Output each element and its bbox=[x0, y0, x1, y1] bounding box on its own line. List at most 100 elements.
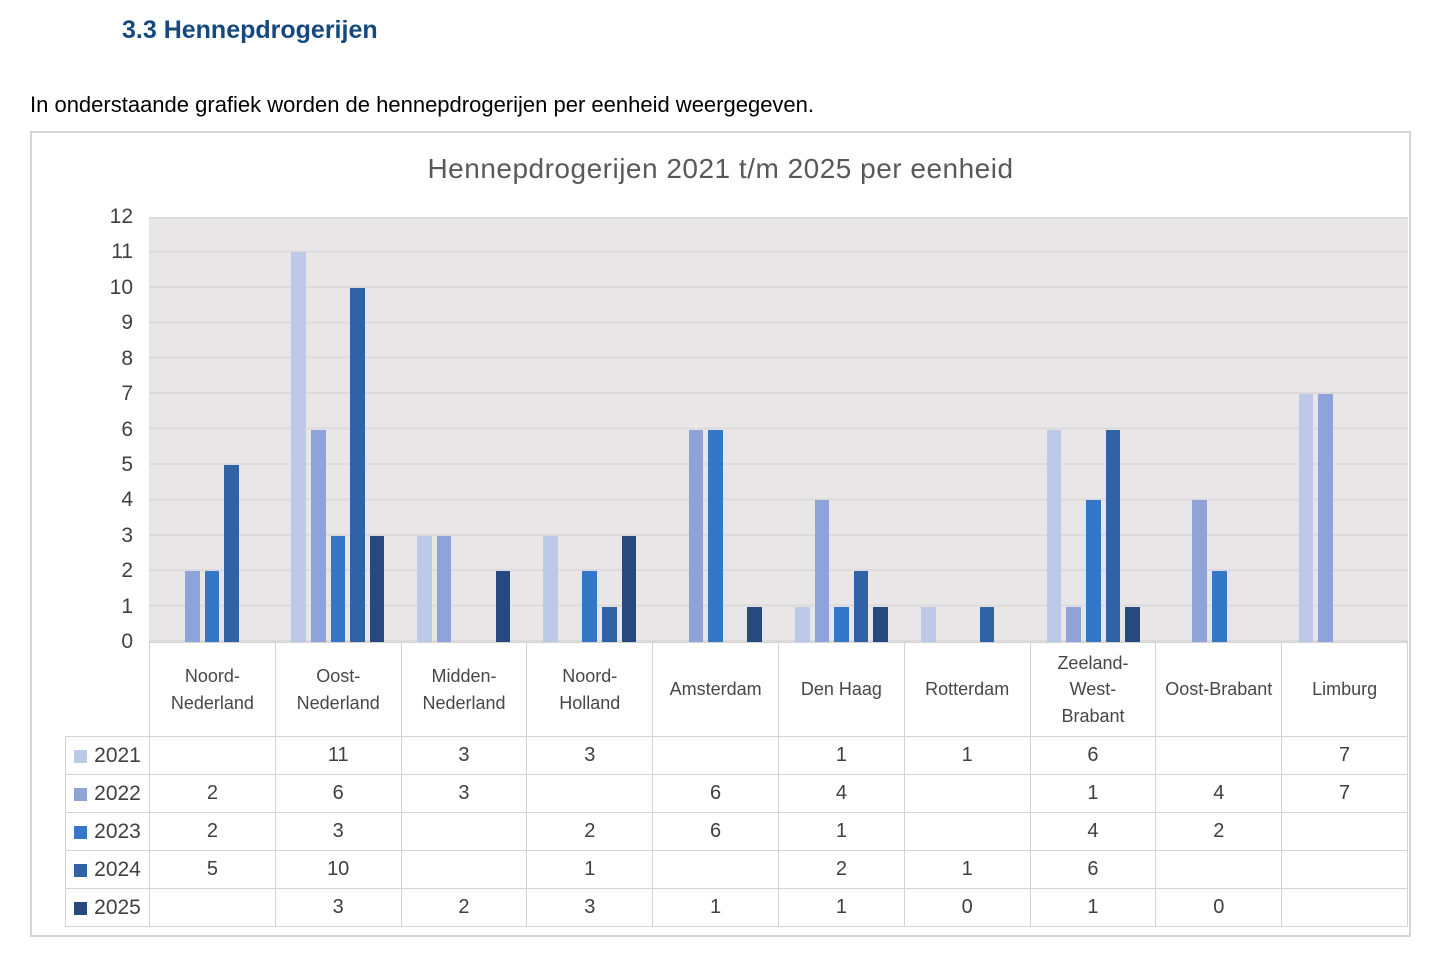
legend-swatch-icon bbox=[74, 863, 88, 877]
bar-slot bbox=[814, 219, 830, 642]
bar-2021 bbox=[417, 535, 432, 642]
legend-cell: 2024 bbox=[65, 850, 150, 889]
y-tick-label: 9 bbox=[121, 311, 133, 335]
bar-slot bbox=[1046, 219, 1062, 642]
bar-2025 bbox=[1125, 606, 1140, 642]
bar-slot bbox=[669, 219, 684, 642]
category-label: Oost-Nederland bbox=[296, 666, 380, 713]
bar-slot bbox=[1377, 219, 1392, 642]
legend-cell: 2023 bbox=[65, 812, 150, 851]
category-header: Den Haag bbox=[777, 642, 905, 737]
y-tick-label: 4 bbox=[121, 488, 133, 512]
bar-slot bbox=[688, 219, 704, 642]
category-label: Den Haag bbox=[800, 679, 882, 700]
section-heading: 3.3 Hennepdrogerijen bbox=[122, 16, 378, 44]
value-cell: 2 bbox=[149, 812, 276, 851]
chart-data-table: Noord-Nederland Oost-Nederland Midden-Nede… bbox=[65, 642, 1408, 927]
bar-slot bbox=[224, 219, 239, 642]
bar-2021 bbox=[291, 252, 306, 642]
bar-2024 bbox=[224, 464, 239, 642]
category-label: Amsterdam bbox=[669, 679, 762, 700]
table-row-2025: 2025 3 2 3 1 1 0 1 0 bbox=[65, 888, 1408, 927]
bar-2021 bbox=[1298, 394, 1314, 642]
value-cell: 5 bbox=[149, 850, 276, 889]
bar-group bbox=[527, 219, 653, 642]
bar-slot bbox=[417, 219, 432, 642]
value-cell: 2 bbox=[1155, 812, 1283, 851]
bar-group bbox=[653, 219, 779, 642]
bar-group bbox=[1156, 219, 1282, 642]
value-cell: 11 bbox=[274, 736, 402, 775]
y-tick-label: 2 bbox=[121, 559, 133, 583]
bar-2023 bbox=[1211, 571, 1227, 642]
bar-slot bbox=[1173, 219, 1188, 642]
bar-group bbox=[149, 219, 275, 642]
value-cell: 3 bbox=[400, 774, 528, 813]
value-cell: 1 bbox=[526, 850, 654, 889]
bar-slot bbox=[543, 219, 558, 642]
value-cell bbox=[400, 812, 528, 851]
bar-2021 bbox=[1046, 429, 1062, 642]
bar-2022 bbox=[814, 500, 830, 642]
category-header: Oost-Nederland bbox=[274, 642, 402, 737]
bar-2022 bbox=[688, 429, 704, 642]
bar-group bbox=[275, 219, 401, 642]
bar-2023 bbox=[834, 606, 849, 642]
legend-year: 2024 bbox=[94, 857, 141, 881]
bar-slot bbox=[999, 219, 1014, 642]
plot-area bbox=[149, 217, 1408, 642]
table-row-2024: 2024 5 10 1 2 1 6 bbox=[65, 850, 1408, 889]
value-cell bbox=[1155, 736, 1283, 775]
bar-slot bbox=[244, 219, 259, 642]
value-cell bbox=[526, 774, 654, 813]
bar-2024 bbox=[853, 571, 869, 642]
bar-slot bbox=[834, 219, 849, 642]
bar-slot bbox=[291, 219, 306, 642]
value-cell: 6 bbox=[1029, 850, 1157, 889]
bar-2025 bbox=[369, 535, 385, 642]
bar-slot bbox=[563, 219, 578, 642]
value-cell: 2 bbox=[400, 888, 528, 927]
bar-slot bbox=[204, 219, 220, 642]
category-label: Zeeland-West-Brabant bbox=[1057, 653, 1129, 726]
bar-2022 bbox=[310, 429, 326, 642]
value-cell: 7 bbox=[1281, 774, 1408, 813]
bar-2023 bbox=[204, 571, 220, 642]
bar-2024 bbox=[601, 606, 617, 642]
bar-group bbox=[1030, 219, 1156, 642]
category-header: Noord-Nederland bbox=[149, 642, 276, 737]
bar-slot bbox=[1086, 219, 1101, 642]
value-cell bbox=[1281, 812, 1408, 851]
bar-slot bbox=[495, 219, 511, 642]
bar-slot bbox=[1192, 219, 1207, 642]
y-axis: 0 1 2 3 4 5 6 7 8 9 10 11 12 bbox=[65, 206, 149, 653]
bar-group bbox=[401, 219, 527, 642]
value-cell bbox=[149, 888, 276, 927]
value-cell: 3 bbox=[526, 888, 654, 927]
value-cell bbox=[149, 736, 276, 775]
value-cell bbox=[903, 774, 1031, 813]
value-cell: 2 bbox=[526, 812, 654, 851]
legend-year: 2025 bbox=[94, 895, 141, 919]
bar-2025 bbox=[495, 571, 511, 642]
value-cell: 1 bbox=[777, 888, 905, 927]
value-cell: 4 bbox=[777, 774, 905, 813]
bar-slot bbox=[185, 219, 200, 642]
y-tick-label: 0 bbox=[121, 630, 133, 653]
bar-slot bbox=[728, 219, 743, 642]
category-header: Midden-Nederland bbox=[400, 642, 528, 737]
bar-slot bbox=[436, 219, 452, 642]
legend-year: 2021 bbox=[94, 743, 141, 767]
value-cell: 1 bbox=[903, 736, 1031, 775]
category-label: Rotterdam bbox=[925, 679, 1010, 700]
value-cell: 3 bbox=[526, 736, 654, 775]
value-cell: 1 bbox=[652, 888, 779, 927]
bar-slot bbox=[621, 219, 637, 642]
value-cell: 6 bbox=[652, 774, 779, 813]
corner-cell bbox=[66, 643, 150, 737]
legend-year: 2023 bbox=[94, 819, 141, 843]
value-cell: 7 bbox=[1281, 736, 1408, 775]
category-header: Zeeland-West-Brabant bbox=[1029, 642, 1157, 737]
bar-slot bbox=[456, 219, 471, 642]
bar-slot bbox=[476, 219, 491, 642]
